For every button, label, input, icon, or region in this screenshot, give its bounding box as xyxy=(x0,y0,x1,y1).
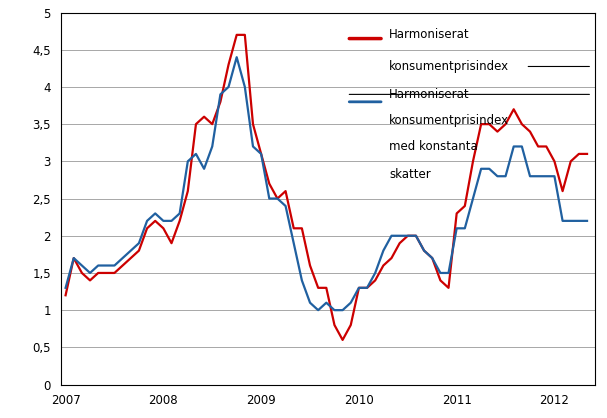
Text: Harmoniserat: Harmoniserat xyxy=(389,28,470,41)
Text: konsumentprisindex: konsumentprisindex xyxy=(389,114,509,127)
Text: med konstanta: med konstanta xyxy=(389,140,478,153)
Text: skatter: skatter xyxy=(389,168,431,181)
Text: Harmoniserat: Harmoniserat xyxy=(389,88,470,101)
Text: konsumentprisindex: konsumentprisindex xyxy=(389,60,509,73)
